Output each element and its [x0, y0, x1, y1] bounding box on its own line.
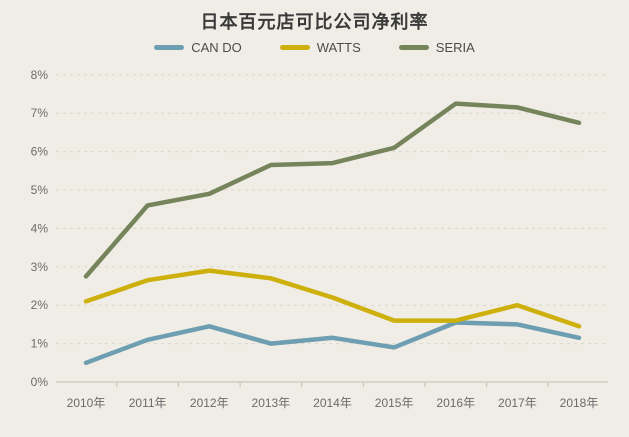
y-tick-label: 5% — [31, 183, 49, 197]
y-tick-label: 6% — [31, 145, 49, 159]
y-tick-label: 2% — [31, 298, 49, 312]
x-tick-label: 2011年 — [129, 396, 167, 410]
chart-title: 日本百元店可比公司净利率 — [200, 12, 429, 32]
y-tick-label: 4% — [31, 221, 49, 235]
x-tick-label: 2012年 — [190, 396, 229, 410]
legend-label-watts: WATTS — [316, 40, 361, 55]
legend: CAN DO WATTS SERIA — [0, 40, 629, 55]
legend-label-can-do: CAN DO — [191, 40, 242, 55]
legend-swatch-watts — [279, 45, 310, 50]
legend-label-seria: SERIA — [435, 40, 475, 55]
x-tick-label: 2017年 — [498, 396, 537, 410]
y-tick-label: 7% — [31, 106, 49, 120]
x-tick-label: 2010年 — [67, 396, 106, 410]
x-tick-label: 2014年 — [313, 396, 352, 410]
legend-item-watts: WATTS — [279, 40, 361, 55]
y-tick-label: 3% — [31, 260, 49, 274]
y-tick-label: 8% — [31, 68, 49, 82]
x-tick-label: 2018年 — [560, 396, 599, 410]
series-line-seria — [83, 101, 582, 279]
line-chart-plot-area: 0% 1% 2% 3% 4% 5% 6% 7% 8% 2010年 2011年 2012年 2013年 20… — [31, 68, 608, 410]
legend-item-seria: SERIA — [398, 40, 475, 55]
legend-item-can-do: CAN DO — [154, 40, 242, 55]
y-tick-label: 1% — [31, 337, 49, 351]
x-tick-label: 2016年 — [436, 396, 475, 410]
y-tick-label: 0% — [31, 375, 49, 389]
x-tick-label: 2013年 — [252, 396, 291, 410]
x-tick-label: 2015年 — [375, 396, 414, 410]
legend-swatch-seria — [398, 45, 429, 50]
series-line-watts — [83, 268, 582, 329]
series-line-can-do — [83, 320, 582, 366]
legend-swatch-can-do — [154, 45, 185, 50]
